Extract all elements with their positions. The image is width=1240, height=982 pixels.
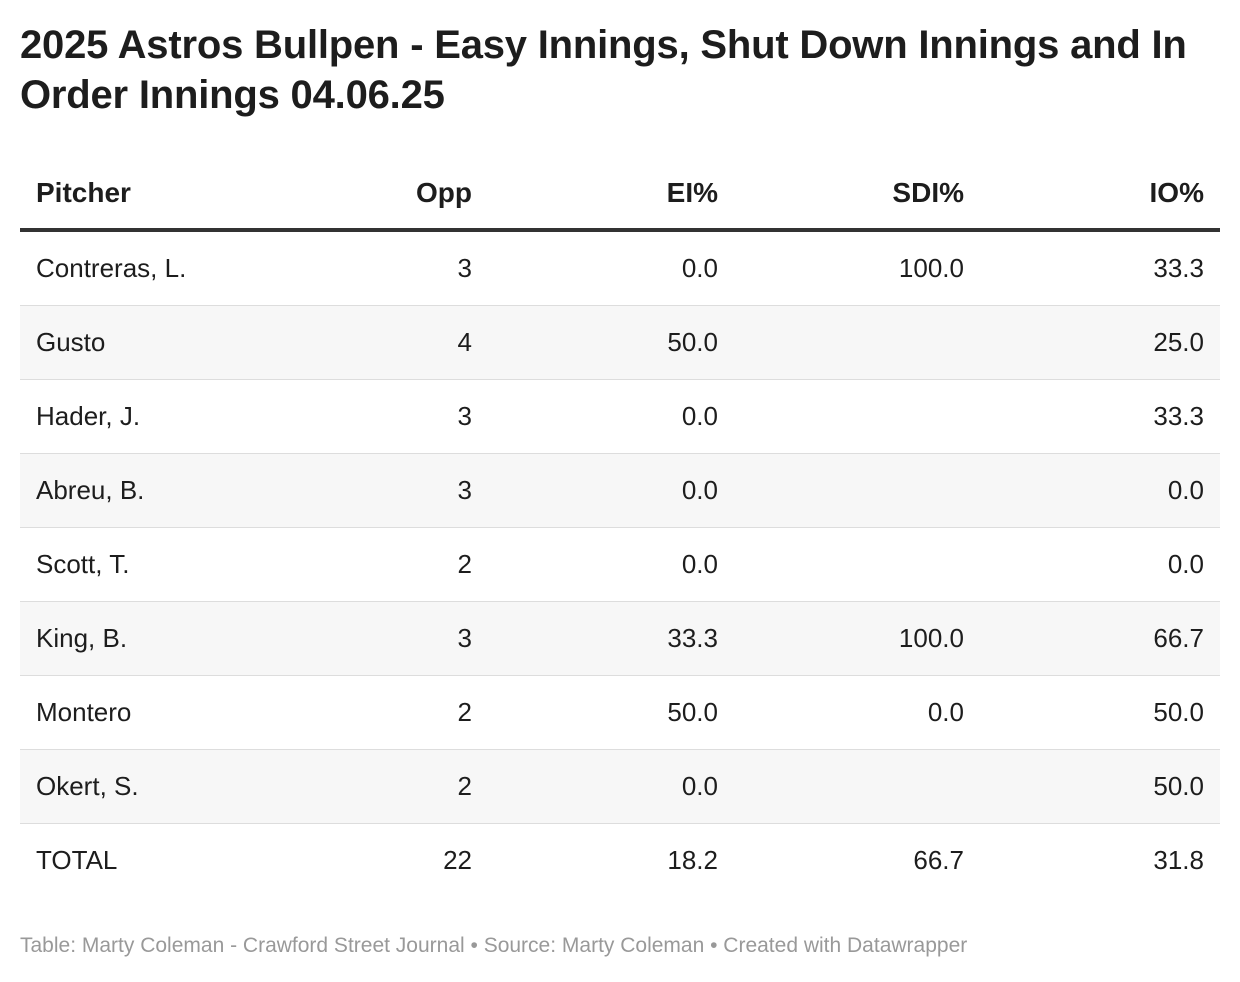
pitcher-cell: Montero — [20, 675, 320, 750]
opp-cell: 3 — [320, 601, 488, 676]
opp-cell: 3 — [320, 379, 488, 454]
io-pct-cell: 0.0 — [980, 453, 1220, 528]
pitcher-cell: Hader, J. — [20, 379, 320, 454]
sdi-pct-cell: 100.0 — [734, 230, 980, 306]
pitcher-cell: Gusto — [20, 305, 320, 380]
table-row: Scott, T. 2 0.0 0.0 — [20, 527, 1220, 602]
pitcher-cell: King, B. — [20, 601, 320, 676]
ei-pct-cell: 50.0 — [488, 305, 734, 380]
column-header-ei-pct[interactable]: EI% — [488, 158, 734, 232]
sdi-pct-cell: 100.0 — [734, 601, 980, 676]
table-row-total: TOTAL 22 18.2 66.7 31.8 — [20, 824, 1220, 898]
io-pct-cell: 33.3 — [980, 230, 1220, 306]
sdi-pct-cell: 66.7 — [913, 845, 964, 875]
table-row: Okert, S. 2 0.0 50.0 — [20, 749, 1220, 824]
opp-cell: 2 — [320, 527, 488, 602]
ei-pct-cell: 0.0 — [488, 453, 734, 528]
pitcher-cell: Scott, T. — [20, 527, 320, 602]
ei-pct-cell: 0.0 — [488, 527, 734, 602]
header-row: Pitcher Opp EI% SDI% IO% — [20, 158, 1220, 232]
io-pct-cell: 25.0 — [980, 305, 1220, 380]
pitcher-cell: Okert, S. — [20, 749, 320, 824]
opp-cell: 2 — [320, 749, 488, 824]
sdi-pct-cell — [734, 749, 980, 824]
ei-pct-cell: 0.0 — [488, 749, 734, 824]
ei-pct-cell: 50.0 — [488, 675, 734, 750]
column-header-opp[interactable]: Opp — [320, 158, 488, 232]
io-pct-cell: 0.0 — [980, 527, 1220, 602]
pitcher-cell: Abreu, B. — [20, 453, 320, 528]
table-body: Contreras, L. 3 0.0 100.0 33.3 Gusto 4 50.0 25.0… — [20, 230, 1220, 897]
table-row: King, B. 3 33.3 100.0 66.7 — [20, 601, 1220, 676]
io-pct-cell: 31.8 — [1153, 845, 1204, 875]
io-pct-cell: 33.3 — [980, 379, 1220, 454]
table-row: Hader, J. 3 0.0 33.3 — [20, 379, 1220, 454]
opp-cell: 3 — [320, 230, 488, 306]
io-pct-cell: 66.7 — [980, 601, 1220, 676]
sdi-pct-cell — [734, 379, 980, 454]
sdi-pct-cell: 0.0 — [734, 675, 980, 750]
pitcher-cell: TOTAL — [36, 845, 118, 875]
ei-pct-cell: 18.2 — [667, 845, 718, 875]
table-footer: Table: Marty Coleman - Crawford Street J… — [20, 934, 968, 957]
ei-pct-cell: 33.3 — [488, 601, 734, 676]
opp-cell: 4 — [320, 305, 488, 380]
ei-pct-cell: 0.0 — [488, 230, 734, 306]
sdi-pct-cell — [734, 527, 980, 602]
opp-cell: 2 — [320, 675, 488, 750]
table-row: Abreu, B. 3 0.0 0.0 — [20, 453, 1220, 528]
column-header-io-pct[interactable]: IO% — [980, 158, 1220, 232]
sdi-pct-cell — [734, 305, 980, 380]
opp-cell: 3 — [320, 453, 488, 528]
data-table: Pitcher Opp EI% SDI% IO% Contreras, L. 3 0… — [20, 158, 1220, 897]
table-header: Pitcher Opp EI% SDI% IO% — [20, 158, 1220, 232]
pitcher-cell: Contreras, L. — [20, 230, 320, 306]
table-title: 2025 Astros Bullpen - Easy Innings, Shut… — [20, 23, 1187, 117]
io-pct-cell: 50.0 — [980, 749, 1220, 824]
sdi-pct-cell — [734, 453, 980, 528]
column-header-pitcher[interactable]: Pitcher — [20, 158, 320, 232]
table-row: Montero 2 50.0 0.0 50.0 — [20, 675, 1220, 750]
table-row: Contreras, L. 3 0.0 100.0 33.3 — [20, 230, 1220, 306]
column-header-sdi-pct[interactable]: SDI% — [734, 158, 980, 232]
io-pct-cell: 50.0 — [980, 675, 1220, 750]
opp-cell: 22 — [443, 845, 472, 875]
table-row: Gusto 4 50.0 25.0 — [20, 305, 1220, 380]
ei-pct-cell: 0.0 — [488, 379, 734, 454]
